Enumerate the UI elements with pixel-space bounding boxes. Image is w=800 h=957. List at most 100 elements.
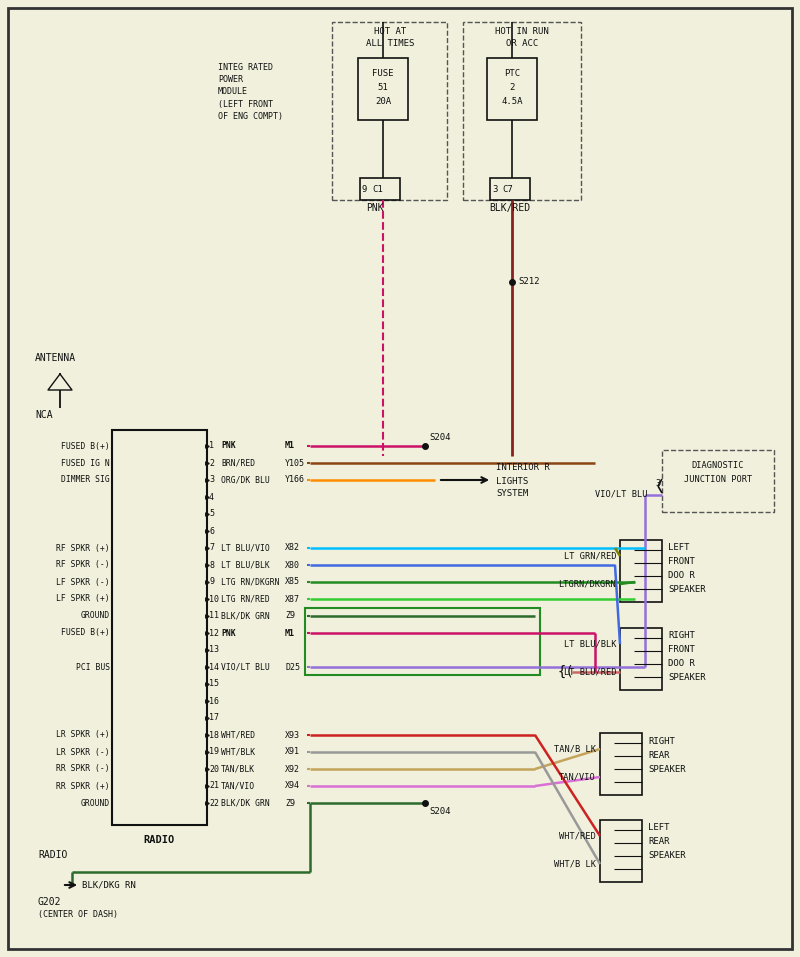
Text: SPEAKER: SPEAKER — [668, 586, 706, 594]
Text: 16: 16 — [209, 697, 219, 705]
Text: FRONT: FRONT — [668, 558, 695, 567]
Text: 4.5A: 4.5A — [502, 98, 522, 106]
Bar — [662, 450, 774, 512]
Text: REAR: REAR — [648, 837, 670, 847]
Text: X93: X93 — [285, 730, 300, 740]
Text: SPEAKER: SPEAKER — [648, 765, 686, 773]
Text: 11: 11 — [209, 612, 219, 620]
Text: OR ACC: OR ACC — [506, 39, 538, 49]
Text: BLK/DKG RN: BLK/DKG RN — [82, 880, 136, 889]
Text: FUSED B(+): FUSED B(+) — [62, 441, 110, 451]
Text: 10: 10 — [209, 594, 219, 604]
Text: LT GRN/RED: LT GRN/RED — [563, 551, 616, 561]
Text: RIGHT: RIGHT — [648, 737, 675, 746]
Text: 22: 22 — [209, 798, 219, 808]
Text: 8: 8 — [209, 561, 214, 569]
Text: VIO/LT BLU: VIO/LT BLU — [595, 489, 647, 499]
Text: C1: C1 — [372, 185, 382, 193]
Text: 18: 18 — [209, 730, 219, 740]
Text: REAR: REAR — [648, 750, 670, 760]
Text: LEFT: LEFT — [668, 544, 690, 552]
Text: 6: 6 — [209, 526, 214, 536]
Text: LT BLU/BLK: LT BLU/BLK — [221, 561, 270, 569]
Text: WHT/RED: WHT/RED — [221, 730, 255, 740]
Text: X92: X92 — [285, 765, 300, 773]
Text: PCI BUS: PCI BUS — [76, 662, 110, 672]
Text: S204: S204 — [429, 807, 450, 815]
Text: 19: 19 — [209, 747, 219, 756]
Text: (CENTER OF DASH): (CENTER OF DASH) — [38, 910, 118, 920]
Text: 14: 14 — [209, 662, 219, 672]
Text: LT BLU/VIO: LT BLU/VIO — [221, 544, 270, 552]
Text: 15: 15 — [209, 679, 219, 688]
Text: SYSTEM: SYSTEM — [496, 489, 528, 499]
Text: DOO R: DOO R — [668, 659, 695, 669]
Text: INTEG RATED: INTEG RATED — [218, 63, 273, 73]
Text: G202: G202 — [38, 897, 62, 907]
Text: 21: 21 — [209, 782, 219, 790]
Text: SPEAKER: SPEAKER — [648, 852, 686, 860]
Bar — [112, 430, 207, 825]
Bar — [305, 608, 540, 675]
Text: C7: C7 — [502, 185, 513, 193]
Text: BLK/DK GRN: BLK/DK GRN — [221, 612, 270, 620]
Text: HOT AT: HOT AT — [374, 28, 406, 36]
Text: BLK/DK GRN: BLK/DK GRN — [221, 798, 270, 808]
Bar — [490, 178, 530, 200]
Text: 7: 7 — [209, 544, 214, 552]
Text: FUSE: FUSE — [372, 70, 394, 78]
Text: TAN/VIO: TAN/VIO — [221, 782, 255, 790]
Text: X94: X94 — [285, 782, 300, 790]
Text: BLK/RED: BLK/RED — [490, 203, 530, 213]
Text: ORG/DK BLU: ORG/DK BLU — [221, 476, 270, 484]
Text: FUSED IG N: FUSED IG N — [62, 458, 110, 468]
Text: PNK: PNK — [221, 441, 236, 451]
Text: X87: X87 — [285, 594, 300, 604]
Text: FRONT: FRONT — [668, 646, 695, 655]
Text: X80: X80 — [285, 561, 300, 569]
Bar — [463, 22, 581, 200]
Text: ANTENNA: ANTENNA — [35, 353, 76, 363]
Text: 9: 9 — [209, 577, 214, 587]
Text: FUSED B(+): FUSED B(+) — [62, 629, 110, 637]
Text: (LEFT FRONT: (LEFT FRONT — [218, 100, 273, 108]
Text: TAN/VIO: TAN/VIO — [559, 772, 596, 782]
Text: RADIO: RADIO — [38, 850, 67, 860]
Bar — [620, 540, 662, 602]
Text: X82: X82 — [285, 544, 300, 552]
Text: 3: 3 — [655, 478, 660, 487]
Text: Z9: Z9 — [285, 798, 295, 808]
Text: S212: S212 — [518, 278, 539, 286]
Text: RADIO: RADIO — [144, 835, 175, 845]
Text: LF SPKR (-): LF SPKR (-) — [56, 577, 110, 587]
Text: WHT/BLK: WHT/BLK — [221, 747, 255, 756]
Text: WHT/B LK: WHT/B LK — [554, 859, 596, 869]
Text: Z9: Z9 — [285, 612, 295, 620]
Text: 2: 2 — [510, 83, 514, 93]
Text: LF SPKR (+): LF SPKR (+) — [56, 594, 110, 604]
Text: PTC: PTC — [504, 70, 520, 78]
Text: LT BLU/BLK: LT BLU/BLK — [563, 639, 616, 649]
Text: D25: D25 — [285, 662, 300, 672]
Text: 1: 1 — [209, 441, 214, 451]
Text: Y166: Y166 — [285, 476, 305, 484]
Text: PNK: PNK — [366, 203, 384, 213]
Text: PNK: PNK — [221, 629, 236, 637]
Text: INTERIOR R: INTERIOR R — [496, 463, 550, 473]
Text: HOT IN RUN: HOT IN RUN — [495, 28, 549, 36]
Text: RIGHT: RIGHT — [668, 632, 695, 640]
Text: M1: M1 — [285, 629, 295, 637]
Text: {(: {( — [558, 665, 574, 679]
Text: POWER: POWER — [218, 76, 243, 84]
Text: WHT/RED: WHT/RED — [559, 832, 596, 840]
Text: DOO R: DOO R — [668, 571, 695, 581]
Text: 4: 4 — [209, 493, 214, 501]
Text: TAN/B LK: TAN/B LK — [554, 745, 596, 753]
Text: LTG RN/RED: LTG RN/RED — [221, 594, 270, 604]
Text: 2: 2 — [209, 458, 214, 468]
Text: X91: X91 — [285, 747, 300, 756]
Bar — [600, 820, 642, 882]
Text: GROUND: GROUND — [81, 798, 110, 808]
Text: SPEAKER: SPEAKER — [668, 674, 706, 682]
Bar — [620, 628, 662, 690]
